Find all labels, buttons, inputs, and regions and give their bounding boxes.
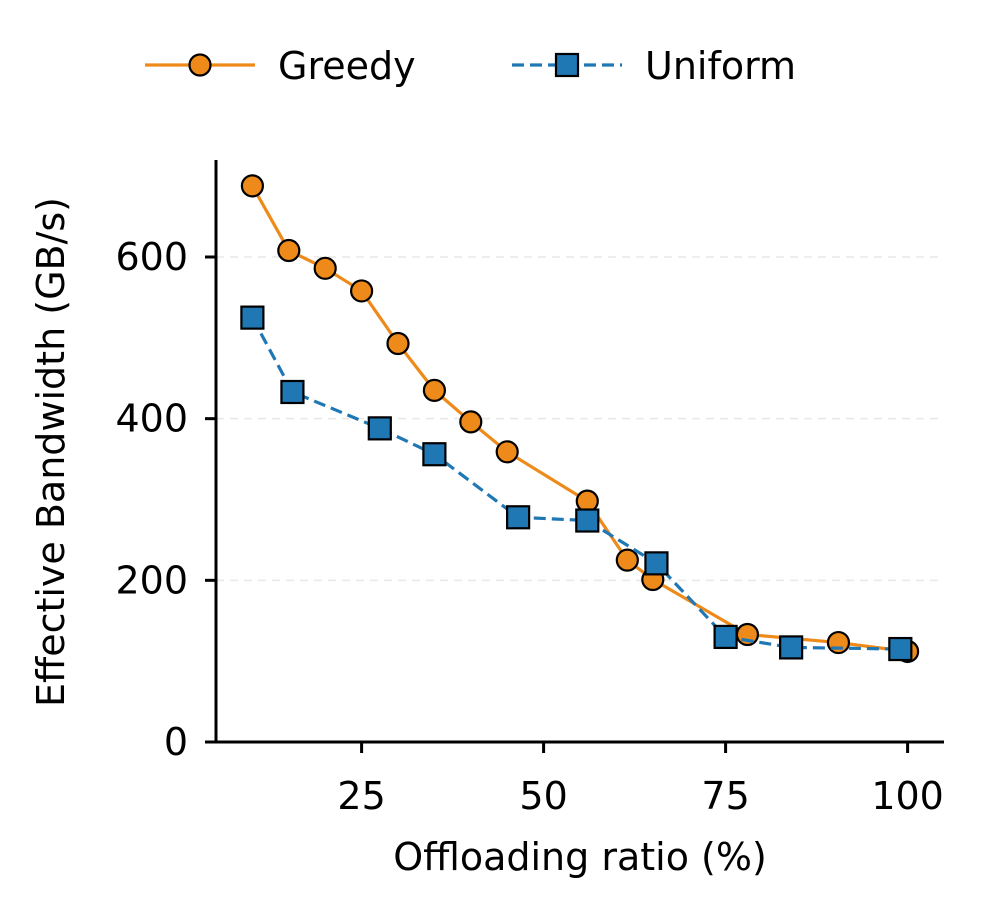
point-uniform-1 bbox=[280, 379, 305, 405]
point-uniform-6 bbox=[644, 551, 669, 576]
grid bbox=[216, 256, 944, 582]
ticks: 0 200 400 600 25 50 75 100 bbox=[115, 235, 943, 818]
x-tick-label-100: 100 bbox=[871, 774, 944, 818]
point-uniform-3 bbox=[422, 442, 447, 467]
point-greedy-0 bbox=[240, 174, 264, 198]
series-uniform bbox=[240, 305, 913, 662]
y-tick-label-400: 400 bbox=[115, 397, 188, 441]
y-tick-label-600: 600 bbox=[115, 235, 188, 279]
series-greedy bbox=[240, 174, 920, 664]
legend-marker-greedy bbox=[188, 53, 212, 77]
y-axis-title: Effective Bandwidth (GB/s) bbox=[29, 197, 73, 707]
legend-label-uniform: Uniform bbox=[645, 44, 796, 88]
point-uniform-5 bbox=[575, 508, 600, 533]
point-uniform-9 bbox=[888, 636, 913, 662]
axes bbox=[214, 160, 944, 744]
point-uniform-4 bbox=[506, 505, 531, 530]
y-tick-label-0: 0 bbox=[164, 720, 188, 764]
x-tick-label-25: 25 bbox=[337, 774, 385, 818]
legend: Greedy Uniform bbox=[145, 44, 796, 88]
point-greedy-5 bbox=[422, 378, 446, 402]
point-uniform-0 bbox=[240, 305, 265, 330]
point-uniform-2 bbox=[367, 416, 392, 441]
point-greedy-7 bbox=[495, 440, 519, 464]
series-line-uniform bbox=[250, 316, 901, 651]
y-tick-label-200: 200 bbox=[115, 558, 188, 602]
legend-item-uniform: Uniform bbox=[512, 44, 796, 88]
point-greedy-3 bbox=[350, 279, 374, 303]
legend-label-greedy: Greedy bbox=[278, 44, 416, 88]
point-greedy-1 bbox=[277, 238, 301, 263]
point-greedy-9 bbox=[615, 548, 639, 572]
point-uniform-7 bbox=[713, 624, 738, 650]
x-tick-label-50: 50 bbox=[519, 774, 567, 818]
legend-marker-uniform bbox=[554, 52, 580, 78]
point-greedy-4 bbox=[386, 331, 410, 356]
x-tick-label-75: 75 bbox=[701, 774, 749, 818]
point-greedy-6 bbox=[459, 410, 483, 434]
legend-item-greedy: Greedy bbox=[145, 44, 416, 88]
x-axis-title: Offloading ratio (%) bbox=[393, 835, 767, 879]
point-greedy-2 bbox=[313, 256, 337, 280]
point-greedy-12 bbox=[826, 630, 851, 655]
series-layer bbox=[240, 174, 920, 664]
point-uniform-8 bbox=[779, 635, 804, 660]
